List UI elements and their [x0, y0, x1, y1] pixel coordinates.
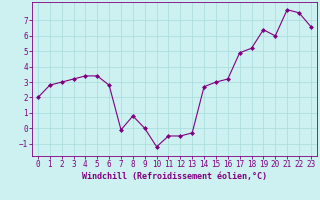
X-axis label: Windchill (Refroidissement éolien,°C): Windchill (Refroidissement éolien,°C) [82, 172, 267, 181]
